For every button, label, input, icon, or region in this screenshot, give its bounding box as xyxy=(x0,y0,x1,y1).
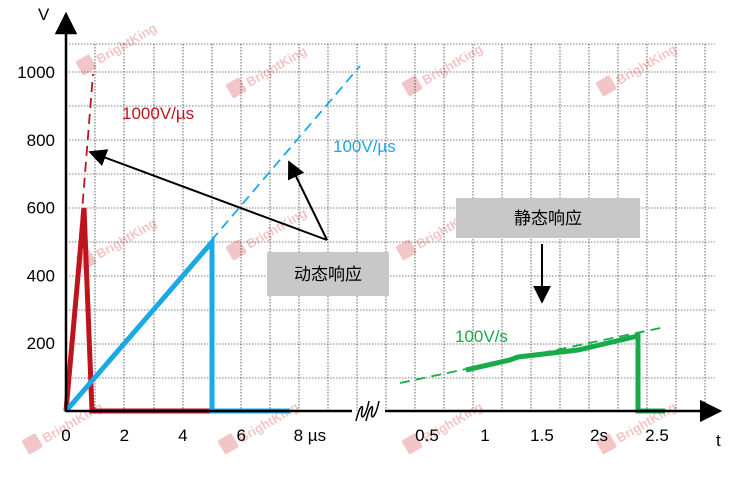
dynamic-arrow-to-blue xyxy=(288,160,328,241)
svg-text:BrightKing: BrightKing xyxy=(420,41,486,88)
x-tick-label: 2 xyxy=(120,426,129,445)
static-response-label: 静态响应 xyxy=(514,209,582,228)
y-tick-label: 600 xyxy=(27,199,55,218)
axis-break-icon xyxy=(355,400,380,422)
svg-text:BrightKing: BrightKing xyxy=(94,20,160,67)
x-tick-label: 8 µs xyxy=(294,426,326,445)
y-tick-label: 200 xyxy=(27,334,55,353)
x-tick-label: 1 xyxy=(480,426,489,445)
x-axis-label: t xyxy=(716,431,721,450)
series-label-1: 100V/µs xyxy=(333,137,396,156)
watermark-logo: BrightKing xyxy=(226,43,310,98)
y-tick-labels: 200 400 600 800 1000 xyxy=(17,63,55,353)
series-line-1 xyxy=(64,235,290,414)
y-tick-label: 800 xyxy=(27,131,55,150)
watermark-logo: BrightKing xyxy=(76,20,160,75)
watermark-logo: BrightKing xyxy=(596,41,680,96)
dynamic-arrow-to-red xyxy=(88,149,328,241)
dynamic-response-annotation: 动态响应 xyxy=(88,149,389,296)
x-tick-label: 1.5 xyxy=(530,426,554,445)
static-response-box xyxy=(456,198,640,238)
series-label-2: 100V/s xyxy=(455,327,508,346)
y-tick-label: 1000 xyxy=(17,63,55,82)
y-axis-label: V xyxy=(38,5,50,24)
axes: V t xyxy=(38,5,723,450)
static-response-annotation: 静态响应 xyxy=(456,198,640,304)
x-tick-label: 0 xyxy=(61,426,70,445)
x-tick-label: 2.5 xyxy=(645,426,669,445)
dynamic-response-label: 动态响应 xyxy=(294,265,362,284)
x-tick-labels: 0 2 4 6 8 µs 0.5 1 1.5 2s 2.5 xyxy=(61,426,669,445)
x-tick-label: 2s xyxy=(590,426,608,445)
watermark-logo: BrightKing xyxy=(402,399,485,454)
svg-text:BrightKing: BrightKing xyxy=(614,41,680,88)
series-label-0: 1000V/µs xyxy=(122,104,194,123)
svg-text:BrightKing: BrightKing xyxy=(94,215,160,262)
watermark-logo: BrightKing xyxy=(218,399,301,454)
y-tick-label: 400 xyxy=(27,266,55,285)
dynamic-response-box xyxy=(267,252,389,296)
svg-text:BrightKing: BrightKing xyxy=(244,43,310,90)
series-labels: 1000V/µs 100V/µs 100V/s xyxy=(122,104,508,346)
x-tick-label: 4 xyxy=(178,426,187,445)
x-tick-label: 6 xyxy=(236,426,245,445)
x-tick-label: 0.5 xyxy=(415,426,439,445)
watermark-logo: BrightKing xyxy=(402,41,486,96)
